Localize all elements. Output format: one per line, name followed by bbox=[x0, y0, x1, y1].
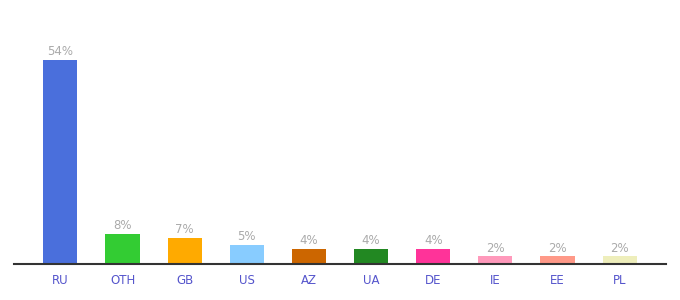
Bar bbox=[167, 238, 202, 264]
Bar bbox=[602, 256, 636, 264]
Bar bbox=[105, 234, 139, 264]
Text: 2%: 2% bbox=[611, 242, 629, 255]
Text: 4%: 4% bbox=[300, 234, 318, 247]
Text: 4%: 4% bbox=[362, 234, 380, 247]
Text: 8%: 8% bbox=[114, 219, 132, 232]
Text: 2%: 2% bbox=[486, 242, 505, 255]
Text: 2%: 2% bbox=[548, 242, 567, 255]
Bar bbox=[541, 256, 575, 264]
Text: 5%: 5% bbox=[237, 230, 256, 243]
Bar bbox=[478, 256, 513, 264]
Bar bbox=[354, 249, 388, 264]
Text: 54%: 54% bbox=[48, 45, 73, 58]
Text: 4%: 4% bbox=[424, 234, 443, 247]
Bar bbox=[44, 60, 78, 264]
Bar bbox=[292, 249, 326, 264]
Bar bbox=[230, 245, 264, 264]
Text: 7%: 7% bbox=[175, 223, 194, 236]
Bar bbox=[416, 249, 450, 264]
